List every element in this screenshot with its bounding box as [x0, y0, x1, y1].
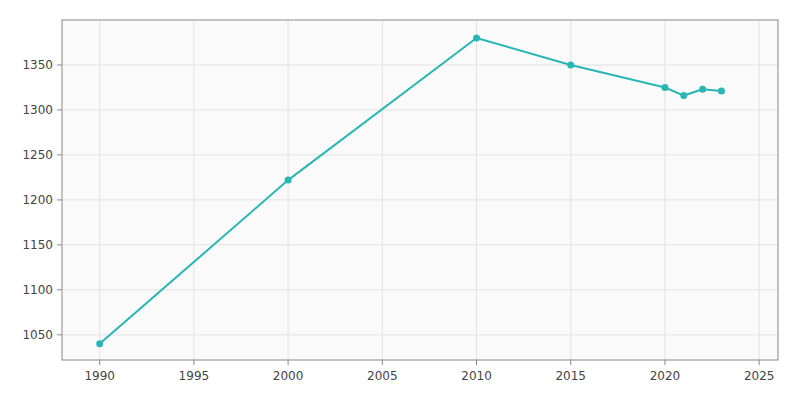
line-marker — [567, 61, 574, 68]
x-tick-label: 2005 — [367, 369, 398, 383]
chart-container: 1990 1995 2000 2005 2010 2015 2020 2025 1050 1100… — [0, 0, 800, 400]
x-grid-line — [99, 20, 100, 360]
x-tick — [382, 360, 383, 365]
line-marker — [96, 340, 103, 347]
y-tick — [57, 334, 62, 335]
y-tick-label: 1200 — [22, 193, 53, 207]
y-tick-label: 1350 — [22, 58, 53, 72]
x-grid-line — [570, 20, 571, 360]
y-tick — [57, 154, 62, 155]
y-tick — [57, 244, 62, 245]
x-tick — [99, 360, 100, 365]
y-grid-line — [62, 289, 778, 290]
line-series — [100, 38, 722, 344]
line-marker — [680, 92, 687, 99]
data-layer — [96, 34, 725, 347]
x-tick-label: 2020 — [650, 369, 681, 383]
line-marker — [285, 177, 292, 184]
y-tick-label: 1300 — [22, 103, 53, 117]
y-tick-label: 1100 — [22, 283, 53, 297]
y-tick-label: 1050 — [22, 328, 53, 342]
x-tick-label: 2025 — [744, 369, 775, 383]
y-tick-label: 1250 — [22, 148, 53, 162]
x-grid-line — [382, 20, 383, 360]
plot-frame — [62, 20, 778, 360]
axes: 1990 1995 2000 2005 2010 2015 2020 2025 1050 1100… — [22, 58, 774, 383]
y-grid-line — [62, 154, 778, 155]
y-tick — [57, 64, 62, 65]
line-marker — [699, 86, 706, 93]
x-tick — [288, 360, 289, 365]
x-tick — [193, 360, 194, 365]
line-marker — [473, 34, 480, 41]
plot-background — [62, 20, 778, 360]
x-grid-line — [288, 20, 289, 360]
x-grid-line — [476, 20, 477, 360]
x-tick-label: 2010 — [461, 369, 492, 383]
x-grid-line — [193, 20, 194, 360]
x-tick — [570, 360, 571, 365]
line-marker — [718, 88, 725, 95]
y-grid-line — [62, 244, 778, 245]
chart-svg: 1990 1995 2000 2005 2010 2015 2020 2025 1050 1100… — [0, 0, 800, 400]
x-grid-line — [664, 20, 665, 360]
x-tick-label: 2015 — [555, 369, 586, 383]
x-tick — [664, 360, 665, 365]
x-tick-label: 1990 — [84, 369, 115, 383]
y-tick — [57, 199, 62, 200]
x-tick — [476, 360, 477, 365]
y-tick-label: 1150 — [22, 238, 53, 252]
y-tick — [57, 289, 62, 290]
y-tick — [57, 109, 62, 110]
y-grid-line — [62, 199, 778, 200]
x-tick — [759, 360, 760, 365]
y-grid-line — [62, 109, 778, 110]
y-grid-line — [62, 334, 778, 335]
line-marker — [661, 84, 668, 91]
x-tick-label: 1995 — [179, 369, 210, 383]
grid — [62, 20, 778, 360]
x-grid-line — [759, 20, 760, 360]
x-tick-label: 2000 — [273, 369, 304, 383]
y-grid-line — [62, 64, 778, 65]
